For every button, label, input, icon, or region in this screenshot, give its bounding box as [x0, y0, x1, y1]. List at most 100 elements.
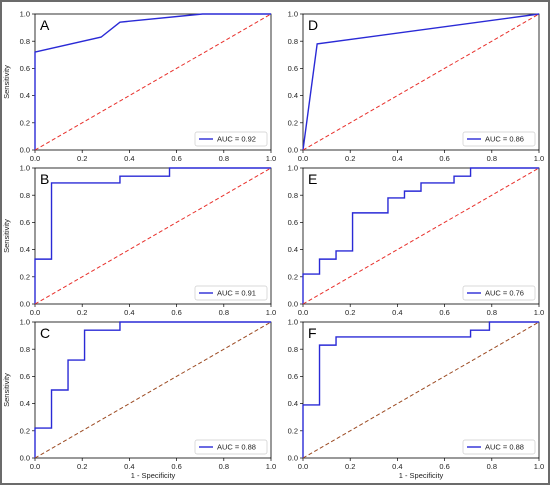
panel-c: 0.0 0.2 0.4 0.6 0.8 1.0 0.0 0.2 0.4 0.6 0.8 1.0 Sens… — [2, 318, 276, 480]
panel-a-x-tick-label: 0.2 — [77, 154, 87, 163]
panel-c-y-axis-title: Sensitivity — [2, 373, 11, 407]
panel-e-x-tick-label: 0.6 — [439, 308, 449, 317]
panel-f-x-tick-label: 0.6 — [439, 462, 449, 471]
panel-b-roc-curve — [34, 167, 271, 304]
panel-b-y-tick-label: 0.6 — [20, 218, 30, 227]
panel-c-y-tick-label: 1.0 — [20, 318, 30, 327]
panel-f-y-tick-label: 1.0 — [288, 318, 298, 327]
panel-f-plot-area — [302, 321, 540, 459]
panel-e-x-tick-label: 0.8 — [487, 308, 497, 317]
panel-e-y-tick-label: 1.0 — [288, 164, 298, 173]
panel-c-plot-area — [34, 321, 272, 459]
panel-d-y-tick-label: 1.0 — [288, 10, 298, 19]
panel-f-x-tick-label: 0.0 — [298, 462, 308, 471]
panel-d-y-tick-label: 0.0 — [288, 146, 298, 155]
panel-f-x-tick-label: 0.8 — [487, 462, 497, 471]
panel-d-legend-label: AUC = 0.86 — [485, 135, 524, 144]
panel-d: 0.0 0.2 0.4 0.6 0.8 1.0 0.0 0.2 0.4 0.6 0.8 1.0 D AUC… — [288, 10, 545, 163]
panel-b-y-tick-label: 0.2 — [20, 272, 30, 281]
panel-c-x-tick-label: 0.8 — [219, 462, 229, 471]
panel-d-legend-box — [462, 131, 536, 147]
panel-d-x-tick-label: 0.2 — [345, 154, 355, 163]
panel-f-x-tick-label: 0.2 — [345, 462, 355, 471]
panel-d-roc-curve — [302, 13, 540, 151]
panel-c-y-tick-label: 0.6 — [20, 372, 30, 381]
panel-e-y-tick-label: 0.2 — [288, 272, 298, 281]
panel-d-x-tick-label: 1.0 — [534, 154, 544, 163]
panel-c-x-axis-title: 1 - Specificity — [131, 471, 176, 480]
panel-f-y-tick-label: 0.4 — [288, 399, 298, 408]
panel-b: 0.0 0.2 0.4 0.6 0.8 1.0 0.0 0.2 0.4 0.6 0.8 1.0 Sens… — [2, 164, 276, 317]
panel-a-legend-box — [194, 131, 268, 147]
panel-a-letter: A — [40, 17, 50, 33]
panel-b-x-tick-label: 0.2 — [77, 308, 87, 317]
panel-e-y-tick-label: 0.0 — [288, 300, 298, 309]
panel-c-y-tick-label: 0.8 — [20, 345, 30, 354]
panel-b-y-tick-label: 0.0 — [20, 300, 30, 309]
panel-d-y-tick-label: 0.6 — [288, 64, 298, 73]
panel-e-x-tick-label: 0.0 — [298, 308, 308, 317]
panel-d-letter: D — [308, 17, 318, 33]
panel-e-y-tick-label: 0.6 — [288, 218, 298, 227]
panel-a-x-tick-label: 0.4 — [124, 154, 134, 163]
panel-c-legend-label: AUC = 0.88 — [217, 443, 256, 452]
panel-e-x-tick-label: 0.2 — [345, 308, 355, 317]
panel-d-x-tick-label: 0.6 — [439, 154, 449, 163]
panel-d-x-tick-label: 0.8 — [487, 154, 497, 163]
panel-a-plot-area — [34, 13, 272, 151]
panel-a-x-tick-label: 1.0 — [266, 154, 276, 163]
panel-d-plot-area — [302, 13, 540, 151]
panel-c-x-tick-label: 0.2 — [77, 462, 87, 471]
panel-f-y-tick-label: 0.2 — [288, 426, 298, 435]
panel-d-y-tick-label: 0.2 — [288, 118, 298, 127]
panel-c-x-tick-label: 1.0 — [266, 462, 276, 471]
panel-b-plot-area — [34, 167, 272, 305]
panel-a: 0.0 0.2 0.4 0.6 0.8 1.0 0.0 0.2 0.4 0.6 0.8 1.0 Sens… — [2, 10, 276, 163]
panel-a-x-tick-label: 0.8 — [219, 154, 229, 163]
panel-a-y-tick-label: 0.8 — [20, 37, 30, 46]
panel-b-x-tick-label: 0.4 — [124, 308, 134, 317]
panel-a-y-tick-label: 0.2 — [20, 118, 30, 127]
panel-f-legend-label: AUC = 0.88 — [485, 443, 524, 452]
panel-b-x-tick-label: 1.0 — [266, 308, 276, 317]
panel-d-y-tick-label: 0.4 — [288, 91, 298, 100]
panel-b-x-tick-label: 0.8 — [219, 308, 229, 317]
panel-c-y-tick-label: 0.0 — [20, 454, 30, 463]
panel-d-y-tick-label: 0.8 — [288, 37, 298, 46]
panel-b-x-tick-label: 0.6 — [171, 308, 181, 317]
panel-c-roc-curve — [34, 321, 271, 458]
panel-c-x-tick-label: 0.0 — [30, 462, 40, 471]
panel-e: 0.0 0.2 0.4 0.6 0.8 1.0 0.0 0.2 0.4 0.6 0.8 1.0 E AUC… — [288, 164, 545, 317]
panel-e-y-tick-label: 0.8 — [288, 191, 298, 200]
panel-c-x-tick-label: 0.6 — [171, 462, 181, 471]
panel-f-x-tick-label: 0.4 — [392, 462, 402, 471]
panel-d-x-tick-label: 0.0 — [298, 154, 308, 163]
panel-b-x-tick-label: 0.0 — [30, 308, 40, 317]
panel-b-legend-label: AUC = 0.91 — [217, 289, 256, 298]
panel-c-letter: C — [40, 325, 50, 341]
panel-e-letter: E — [308, 171, 317, 187]
panel-e-legend-label: AUC = 0.76 — [485, 289, 524, 298]
panel-f-letter: F — [308, 325, 317, 341]
panel-b-y-tick-label: 1.0 — [20, 164, 30, 173]
panel-f-y-tick-label: 0.6 — [288, 372, 298, 381]
panel-a-roc-curve — [34, 13, 271, 150]
panel-b-y-tick-label: 0.8 — [20, 191, 30, 200]
panel-e-y-tick-label: 0.4 — [288, 245, 298, 254]
panel-f-legend-box — [462, 439, 536, 455]
panel-b-letter: B — [40, 171, 49, 187]
panel-f-x-tick-label: 1.0 — [534, 462, 544, 471]
panel-c-y-tick-label: 0.2 — [20, 426, 30, 435]
panel-a-y-tick-label: 1.0 — [20, 10, 30, 19]
panel-a-x-tick-label: 0.6 — [171, 154, 181, 163]
panel-f-roc-curve — [302, 321, 539, 458]
panel-f-y-tick-label: 0.8 — [288, 345, 298, 354]
panel-a-y-tick-label: 0.4 — [20, 91, 30, 100]
panel-b-y-axis-title: Sensitivity — [2, 219, 11, 253]
panel-c-y-tick-label: 0.4 — [20, 399, 30, 408]
panel-e-x-tick-label: 0.4 — [392, 308, 402, 317]
panel-c-x-tick-label: 0.4 — [124, 462, 134, 471]
panel-a-y-tick-label: 0.0 — [20, 146, 30, 155]
